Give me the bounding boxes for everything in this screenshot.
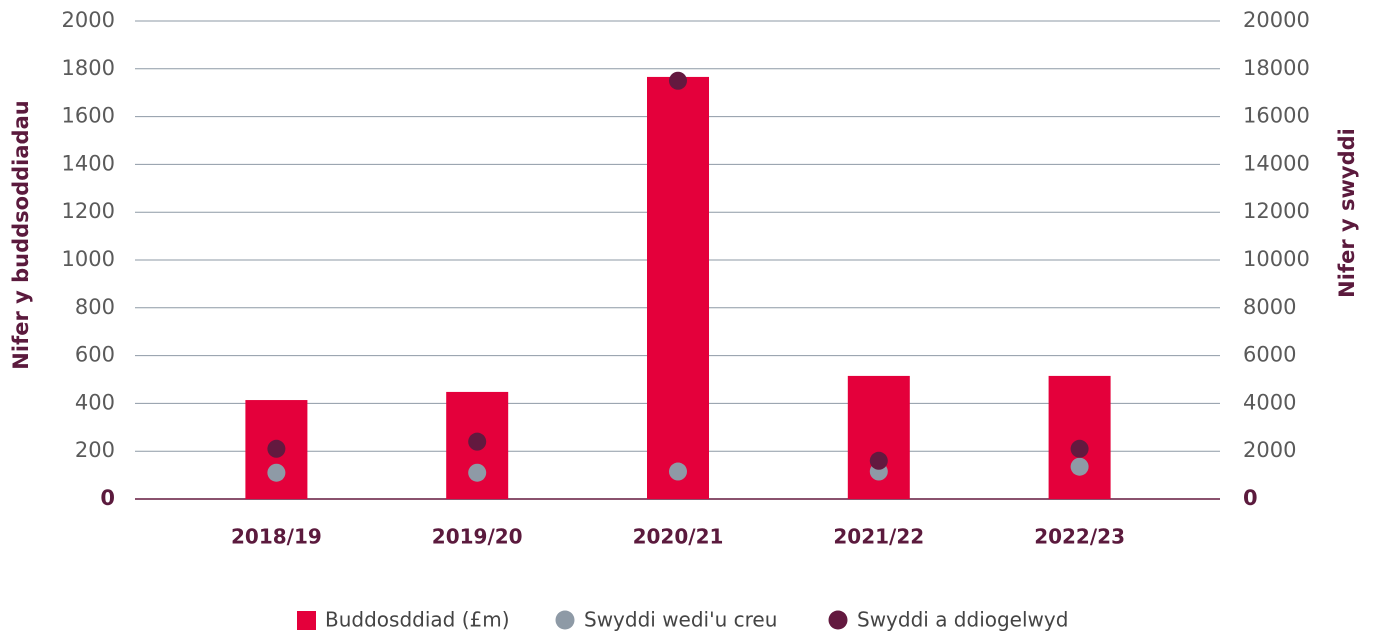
point	[1070, 457, 1089, 476]
y2-tick-label: 2000	[1243, 438, 1296, 462]
y-tick-label: 1200	[62, 199, 115, 223]
legend-label: Buddosddiad (£m)	[325, 608, 510, 632]
bar	[647, 76, 709, 500]
y-tick-label: 1400	[62, 151, 115, 175]
point	[468, 432, 487, 451]
y-tick-label: 2000	[62, 8, 115, 32]
point	[869, 451, 888, 470]
legend-swatch	[828, 610, 848, 630]
legend-label: Swyddi a ddiogelwyd	[857, 608, 1068, 632]
x-tick-label: 2021/22	[833, 525, 924, 549]
point	[669, 462, 687, 481]
y-axis-label: Nifer y buddsoddiadau	[9, 100, 33, 369]
y2-tick-label: 6000	[1243, 343, 1296, 367]
y-tick-label: 1600	[62, 104, 115, 128]
y2-tick-label: 4000	[1243, 390, 1296, 414]
point	[1070, 439, 1089, 458]
bar	[847, 375, 910, 499]
y-tick-label: 0	[100, 486, 115, 510]
y-tick-label: 400	[75, 390, 115, 414]
point	[267, 463, 286, 482]
bar	[1048, 375, 1111, 499]
y2-tick-label: 20000	[1243, 8, 1310, 32]
x-tick-label: 2020/21	[633, 525, 724, 549]
x-tick-label: 2022/23	[1034, 525, 1125, 549]
y2-tick-label: 16000	[1243, 104, 1310, 128]
y-tick-label: 1000	[62, 247, 115, 271]
legend-label: Swyddi wedi'u creu	[584, 608, 777, 632]
y2-tick-label: 10000	[1243, 247, 1310, 271]
y2-axis-label: Nifer y swyddi	[1335, 128, 1359, 298]
y2-tick-label: 0	[1243, 486, 1258, 510]
legend-swatch	[555, 610, 575, 630]
legend-swatch	[297, 611, 316, 630]
y2-tick-label: 14000	[1243, 151, 1310, 175]
y2-tick-label: 8000	[1243, 295, 1296, 319]
point	[267, 439, 286, 458]
point	[468, 463, 487, 482]
y-tick-label: 600	[75, 343, 115, 367]
x-tick-label: 2018/19	[231, 525, 322, 549]
x-tick-label: 2019/20	[432, 525, 523, 549]
y2-tick-label: 12000	[1243, 199, 1310, 223]
y2-tick-label: 18000	[1243, 56, 1310, 80]
y-tick-label: 1800	[62, 56, 115, 80]
point	[669, 71, 687, 90]
y-tick-label: 200	[75, 438, 115, 462]
y-tick-label: 800	[75, 295, 115, 319]
